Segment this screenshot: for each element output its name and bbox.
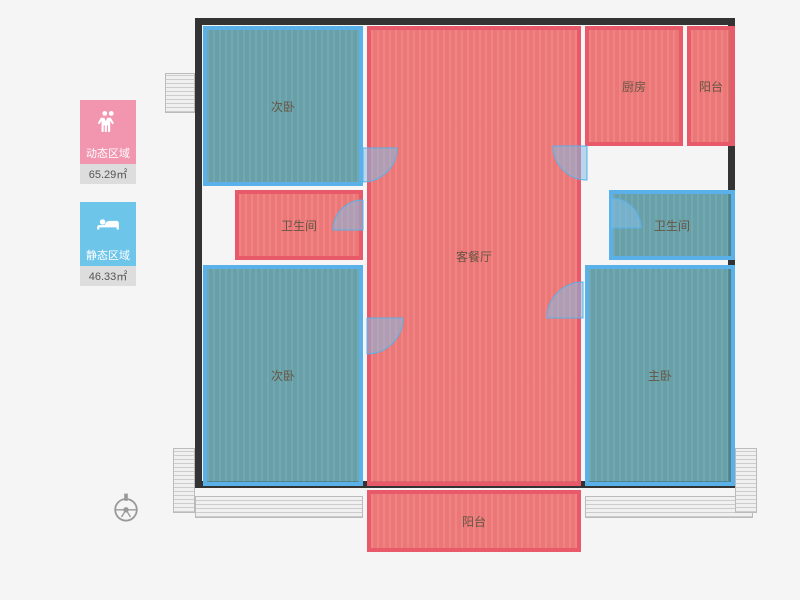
room-label: 次卧 [267,366,299,385]
room-label: 阳台 [695,77,727,96]
room-label: 主卧 [644,366,676,385]
legend-static-value: 46.33㎡ [80,266,136,286]
room-bed2_bot: 次卧 [203,265,363,486]
legend-static: 静态区域 46.33㎡ [80,202,136,286]
room-label: 厨房 [618,77,650,96]
balcony-rail [165,73,195,113]
floor-plan: 次卧厨房阳台客餐厅卫生间卫生间次卧主卧阳台 [195,18,755,548]
legend: 动态区域 65.29㎡ 静态区域 46.33㎡ [80,100,136,304]
balcony-rail [585,496,753,518]
room-wc_right: 卫生间 [609,190,735,260]
room-label: 卫生间 [277,216,321,235]
legend-static-label: 静态区域 [80,244,136,266]
room-master: 主卧 [585,265,735,486]
legend-dynamic-label: 动态区域 [80,142,136,164]
balcony-rail [173,448,195,513]
legend-dynamic-value: 65.29㎡ [80,164,136,184]
room-label: 阳台 [458,512,490,531]
room-label: 客餐厅 [452,247,496,266]
room-living: 客餐厅 [367,26,581,486]
room-label: 卫生间 [650,216,694,235]
balcony-rail [195,496,363,518]
room-balcony_b: 阳台 [367,490,581,552]
room-kitchen: 厨房 [585,26,683,146]
room-bed2_top: 次卧 [203,26,363,186]
balcony-rail [735,448,757,513]
sleep-icon [80,202,136,244]
room-wc_left: 卫生间 [235,190,363,260]
room-label: 次卧 [267,97,299,116]
legend-dynamic: 动态区域 65.29㎡ [80,100,136,184]
room-balcony_tr: 阳台 [687,26,735,146]
compass-icon [108,490,144,526]
people-icon [80,100,136,142]
